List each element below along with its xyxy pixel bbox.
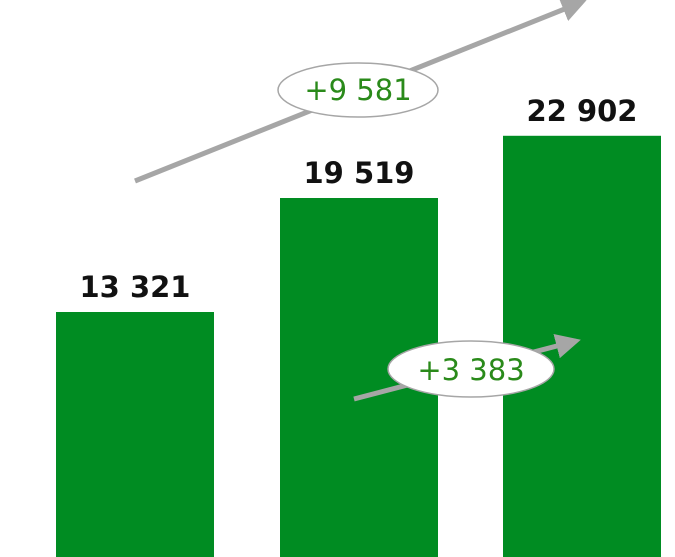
bar-3 xyxy=(503,135,661,557)
annotation-total-growth: +9 581 xyxy=(134,0,587,184)
bars-layer: 13 321 19 519 22 902 xyxy=(56,94,661,557)
annotation-last-growth: +3 383 xyxy=(353,333,581,402)
bar-value-label-1: 13 321 xyxy=(80,270,191,304)
growth-label: +9 581 xyxy=(304,73,411,107)
growth-label-pill xyxy=(277,62,439,118)
bar-value-label-3: 22 902 xyxy=(527,94,638,128)
bar-value-label-2: 19 519 xyxy=(304,156,415,190)
last-growth-label: +3 383 xyxy=(417,353,524,387)
last-growth-label-pill xyxy=(387,340,555,398)
bar-1 xyxy=(56,312,214,557)
